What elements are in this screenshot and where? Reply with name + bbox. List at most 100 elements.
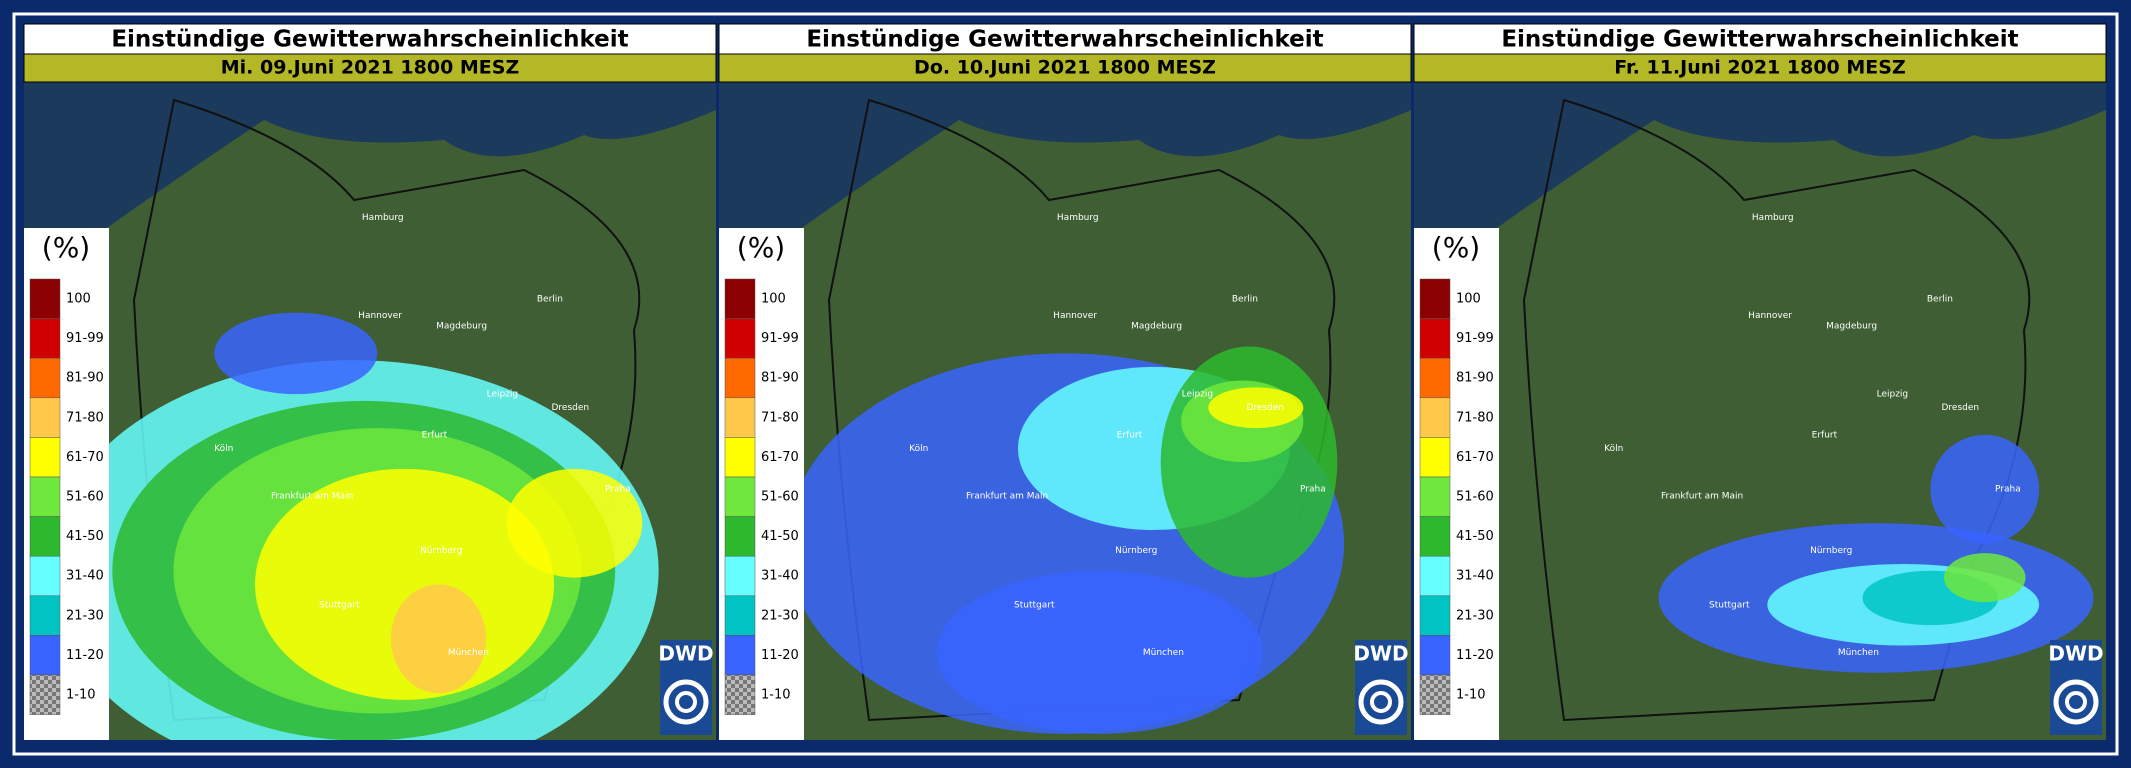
city-label: Köln xyxy=(1604,444,1623,454)
sea xyxy=(719,82,1411,240)
city-label: Berlin xyxy=(1232,294,1258,304)
legend-swatch xyxy=(724,555,756,597)
logo-swirl xyxy=(663,679,709,725)
city-label: Nürnberg xyxy=(420,546,462,556)
city-label: Hannover xyxy=(1053,311,1097,321)
legend-swatch xyxy=(29,595,61,636)
legend-swatch xyxy=(1419,318,1451,359)
legend-swatch xyxy=(724,318,756,359)
legend-label: 81-90 xyxy=(1456,371,1494,386)
legend-swatch xyxy=(29,516,61,557)
legend-label: 31-40 xyxy=(1456,569,1494,584)
legend-label: 51-60 xyxy=(66,490,104,505)
subtitle: Mi. 09.Juni 2021 1800 MESZ xyxy=(221,57,520,79)
panel: Hamburg Berlin Hannover Magdeburg Dresden Lei… xyxy=(1413,23,2107,740)
legend-swatch xyxy=(724,674,756,715)
probability-area xyxy=(1930,434,2040,544)
legend-label: 81-90 xyxy=(761,371,799,386)
legend-swatch xyxy=(29,476,61,517)
city-label: Nürnberg xyxy=(1115,546,1157,556)
legend-label: 51-60 xyxy=(761,490,799,505)
frame xyxy=(12,12,2119,756)
legend-swatch xyxy=(1419,635,1451,676)
city-label: Erfurt xyxy=(422,430,448,440)
city-label: Stuttgart xyxy=(319,600,360,610)
legend-label: 71-80 xyxy=(761,410,799,425)
legend-swatch xyxy=(1419,476,1451,517)
city-label: Stuttgart xyxy=(1014,600,1055,610)
probability-area xyxy=(1944,553,2026,603)
city-label: Praha xyxy=(1995,485,2021,495)
legend-swatch xyxy=(724,278,756,319)
logo-swirl xyxy=(1370,691,1392,713)
legend-unit: (%) xyxy=(737,231,785,264)
legend-swatch xyxy=(29,555,61,597)
legend-label: 91-99 xyxy=(761,331,799,346)
map: Hamburg Berlin Hannover Magdeburg Dresden Lei… xyxy=(24,82,716,740)
legend-swatch xyxy=(724,476,756,517)
city-label: Leipzig xyxy=(1182,390,1214,400)
legend-label: 61-70 xyxy=(761,450,799,465)
city-label: Praha xyxy=(1300,485,1326,495)
legend-swatch xyxy=(29,437,61,478)
title-band xyxy=(1413,23,2107,55)
legend-swatch xyxy=(724,595,756,636)
legend-swatch xyxy=(724,635,756,676)
city-label: Erfurt xyxy=(1812,430,1838,440)
probability-area xyxy=(1208,387,1304,429)
city-label: Dresden xyxy=(1247,403,1285,413)
legend-swatch xyxy=(29,278,61,319)
panel: Hamburg Berlin Hannover Magdeburg Dresden Lei… xyxy=(718,23,1412,740)
legend-label: 100 xyxy=(1456,292,1481,307)
legend-swatch xyxy=(1419,516,1451,557)
legend-swatch xyxy=(29,357,61,399)
legend-swatch xyxy=(1419,357,1451,399)
city-label: Hannover xyxy=(1748,311,1792,321)
city-label: Erfurt xyxy=(1117,430,1143,440)
probability-area xyxy=(214,312,378,395)
city-label: Frankfurt am Main xyxy=(271,492,353,502)
legend-swatch xyxy=(724,397,756,438)
legend-label: 41-50 xyxy=(761,529,799,544)
title-band xyxy=(718,23,1412,55)
logo-box xyxy=(2050,640,2102,735)
panel: Hamburg Berlin Hannover Magdeburg Dresden Lei… xyxy=(23,23,717,740)
city-label: Berlin xyxy=(537,294,563,304)
legend-label: 1-10 xyxy=(761,688,791,703)
logo-box xyxy=(660,640,712,735)
legend-label: 21-30 xyxy=(1456,608,1494,623)
logo-text: DWD xyxy=(2048,642,2103,666)
city-label: Frankfurt am Main xyxy=(966,492,1048,502)
logo-swirl xyxy=(2053,679,2099,725)
legend-label: 11-20 xyxy=(761,648,799,663)
city-label: Hamburg xyxy=(1057,213,1099,223)
subtitle: Do. 10.Juni 2021 1800 MESZ xyxy=(914,57,1216,79)
logo-text: DWD xyxy=(1353,642,1408,666)
legend-label: 41-50 xyxy=(66,529,104,544)
subtitle: Fr. 11.Juni 2021 1800 MESZ xyxy=(1614,57,1906,79)
legend-label: 41-50 xyxy=(1456,529,1494,544)
legend-label: 21-30 xyxy=(66,608,104,623)
city-label: Nürnberg xyxy=(1810,546,1852,556)
probability-area xyxy=(390,584,487,694)
legend-swatch xyxy=(1419,397,1451,438)
city-label: Magdeburg xyxy=(436,322,487,332)
legend-swatch xyxy=(724,437,756,478)
sea xyxy=(24,82,716,240)
logo-swirl xyxy=(2065,691,2087,713)
title: Einstündige Gewitterwahrscheinlichkeit xyxy=(111,27,628,53)
city-label: Dresden xyxy=(552,403,590,413)
city-label: Berlin xyxy=(1927,294,1953,304)
city-label: München xyxy=(448,648,489,658)
city-label: Frankfurt am Main xyxy=(1661,492,1743,502)
probability-area xyxy=(506,468,643,578)
legend-label: 81-90 xyxy=(66,371,104,386)
legend-label: 31-40 xyxy=(66,569,104,584)
map: Hamburg Berlin Hannover Magdeburg Dresden Lei… xyxy=(1414,82,2106,740)
border xyxy=(1522,98,2031,722)
legend-swatch xyxy=(1419,674,1451,715)
legend-swatch xyxy=(1419,437,1451,478)
legend-unit: (%) xyxy=(1432,231,1480,264)
city-label: Hannover xyxy=(358,311,402,321)
